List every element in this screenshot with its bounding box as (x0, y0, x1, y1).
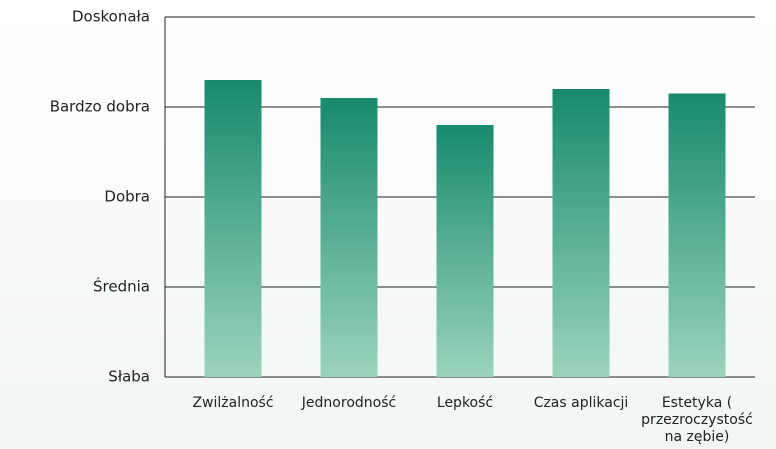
x-tick-label: Lepkość (436, 395, 494, 411)
y-tick-label: Średnia (93, 277, 150, 296)
y-tick-label: Słaba (108, 368, 150, 386)
x-tick-label: Zwilżalność (192, 395, 274, 411)
bar (668, 93, 726, 377)
bar (320, 98, 378, 377)
bar (552, 89, 610, 377)
bar (204, 80, 262, 377)
y-tick-label: Dobra (104, 188, 150, 206)
x-tick-label: Czas aplikacji (533, 395, 629, 411)
y-tick-label: Bardzo dobra (50, 98, 150, 116)
x-tick-label: Estetyka ( przezroczystość na zębie) (641, 395, 753, 445)
y-tick-label: Doskonała (72, 8, 150, 26)
x-tick-label: Jednorodność (301, 395, 397, 411)
bar (436, 125, 494, 377)
